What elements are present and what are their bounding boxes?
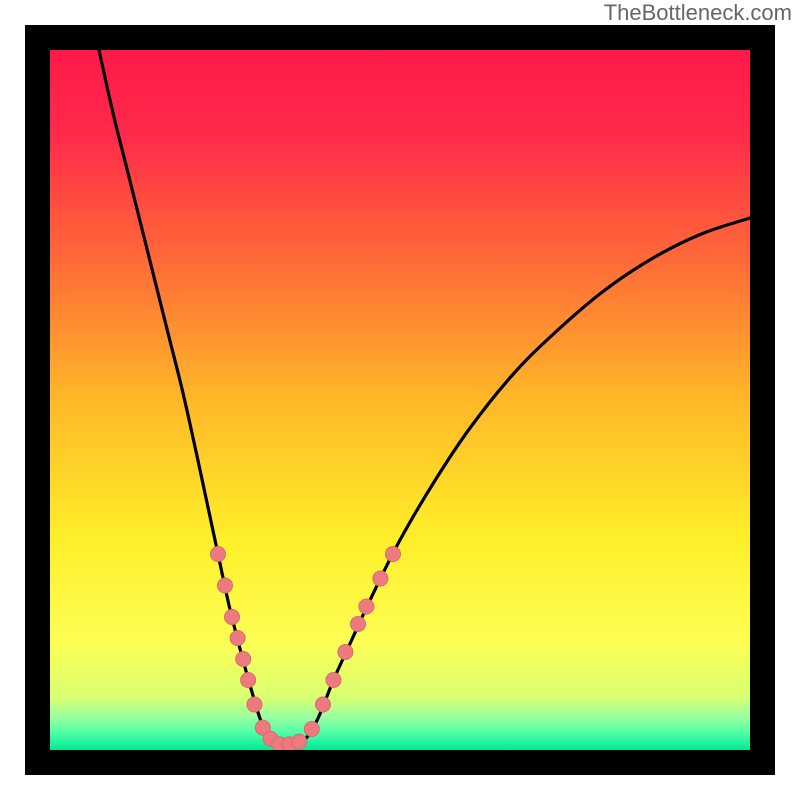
data-point (241, 673, 256, 688)
data-point (236, 652, 251, 667)
data-point (225, 610, 240, 625)
data-point (316, 697, 331, 712)
watermark-text: TheBottleneck.com (604, 0, 792, 26)
data-point (373, 571, 388, 586)
data-point (211, 547, 226, 562)
data-point (386, 547, 401, 562)
data-point (292, 734, 307, 749)
data-point (218, 578, 233, 593)
data-point (338, 645, 353, 660)
data-point (230, 631, 245, 646)
data-point (359, 599, 374, 614)
data-point (326, 673, 341, 688)
figure-stage: TheBottleneck.com (0, 0, 800, 800)
data-point (247, 697, 262, 712)
data-point (304, 722, 319, 737)
plot-background (50, 50, 750, 750)
bottleneck-chart (0, 0, 800, 800)
data-point (351, 617, 366, 632)
